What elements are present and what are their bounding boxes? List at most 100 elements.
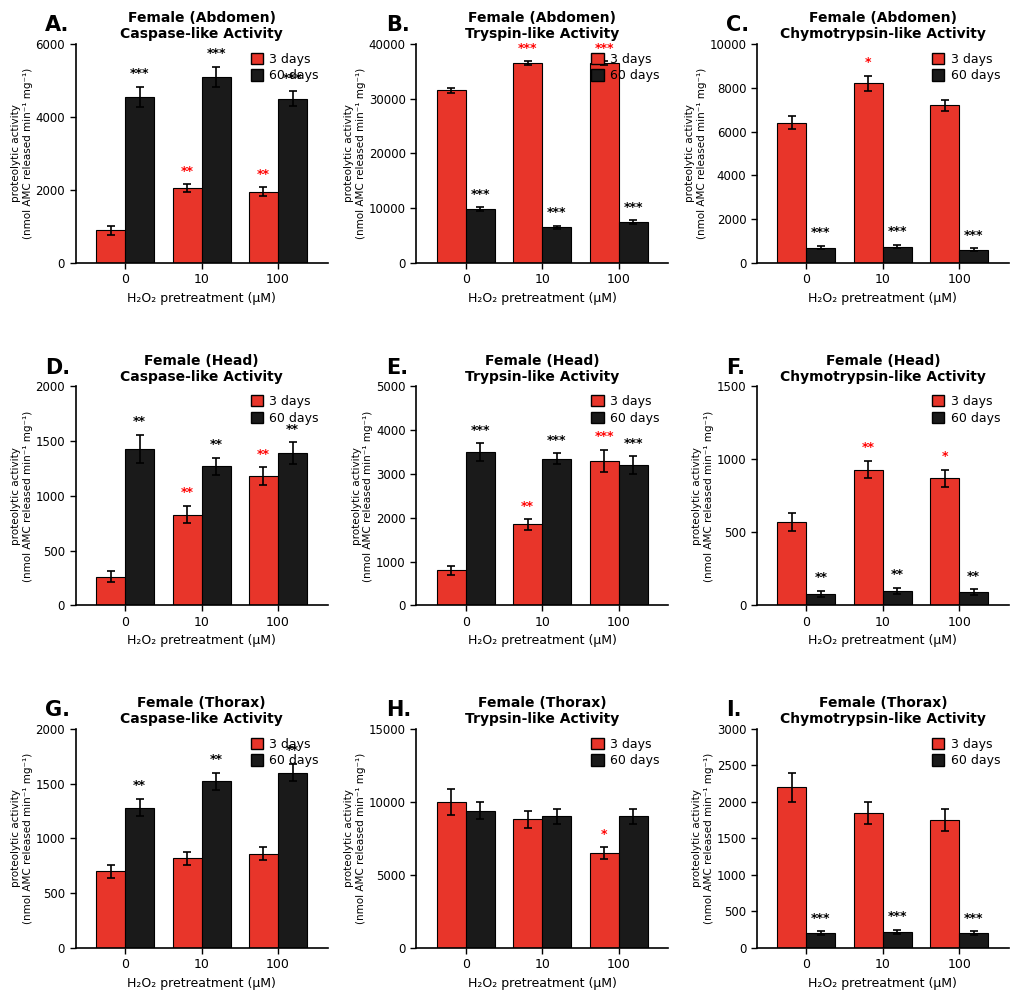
Text: ***: *** <box>963 229 982 241</box>
Bar <box>202 782 230 948</box>
Text: E.: E. <box>385 357 408 377</box>
Bar <box>436 802 466 948</box>
Bar <box>542 458 571 606</box>
Bar <box>776 123 806 263</box>
Bar <box>929 478 958 606</box>
Legend: 3 days, 60 days: 3 days, 60 days <box>248 735 321 770</box>
Bar <box>806 933 835 948</box>
Bar <box>278 773 307 948</box>
Text: ***: *** <box>470 423 489 436</box>
Text: B.: B. <box>385 15 410 35</box>
X-axis label: H₂O₂ pretreatment (μM): H₂O₂ pretreatment (μM) <box>468 635 616 648</box>
Bar <box>172 858 202 948</box>
Text: *: * <box>864 56 870 69</box>
Text: **: ** <box>180 486 194 499</box>
X-axis label: H₂O₂ pretreatment (μM): H₂O₂ pretreatment (μM) <box>808 977 956 990</box>
Bar <box>513 820 542 948</box>
Text: *: * <box>600 828 606 841</box>
Bar <box>125 448 154 606</box>
Text: ***: *** <box>594 42 613 55</box>
Text: D.: D. <box>45 357 70 377</box>
Text: ***: *** <box>887 225 906 238</box>
Text: *: * <box>941 450 947 463</box>
Legend: 3 days, 60 days: 3 days, 60 days <box>928 50 1002 85</box>
Legend: 3 days, 60 days: 3 days, 60 days <box>588 50 661 85</box>
Bar <box>882 246 911 263</box>
Text: **: ** <box>285 422 299 435</box>
Text: ***: *** <box>594 430 613 443</box>
Text: ***: *** <box>518 42 537 55</box>
Text: I.: I. <box>726 701 741 721</box>
Bar <box>882 591 911 606</box>
Bar <box>806 594 835 606</box>
Bar <box>278 99 307 263</box>
Text: C.: C. <box>726 15 749 35</box>
Text: **: ** <box>210 438 222 451</box>
Y-axis label: proteolytic activity
(nmol AMC released min⁻¹ mg⁻¹): proteolytic activity (nmol AMC released … <box>11 410 33 582</box>
Text: H.: H. <box>385 701 411 721</box>
Y-axis label: proteolytic activity
(nmol AMC released min⁻¹ mg⁻¹): proteolytic activity (nmol AMC released … <box>685 68 706 239</box>
Text: **: ** <box>966 570 979 583</box>
Bar <box>96 230 125 263</box>
Bar <box>958 250 987 263</box>
Text: **: ** <box>180 165 194 178</box>
Bar <box>589 63 618 263</box>
Bar <box>466 209 494 263</box>
Text: F.: F. <box>726 357 745 377</box>
Y-axis label: proteolytic activity
(nmol AMC released min⁻¹ mg⁻¹): proteolytic activity (nmol AMC released … <box>11 68 33 239</box>
Bar <box>513 525 542 606</box>
X-axis label: H₂O₂ pretreatment (μM): H₂O₂ pretreatment (μM) <box>808 635 956 648</box>
Text: ***: *** <box>810 912 829 925</box>
X-axis label: H₂O₂ pretreatment (μM): H₂O₂ pretreatment (μM) <box>127 977 276 990</box>
Y-axis label: proteolytic activity
(nmol AMC released min⁻¹ mg⁻¹): proteolytic activity (nmol AMC released … <box>692 410 713 582</box>
Y-axis label: proteolytic activity
(nmol AMC released min⁻¹ mg⁻¹): proteolytic activity (nmol AMC released … <box>11 753 33 924</box>
Text: A.: A. <box>45 15 69 35</box>
Text: ***: *** <box>623 436 642 449</box>
Bar <box>929 105 958 263</box>
Text: ***: *** <box>963 912 982 925</box>
Y-axis label: proteolytic activity
(nmol AMC released min⁻¹ mg⁻¹): proteolytic activity (nmol AMC released … <box>352 410 373 582</box>
Bar <box>618 222 647 263</box>
Y-axis label: proteolytic activity
(nmol AMC released min⁻¹ mg⁻¹): proteolytic activity (nmol AMC released … <box>344 68 366 239</box>
Text: ***: *** <box>623 200 642 213</box>
Bar <box>776 523 806 606</box>
Bar <box>958 593 987 606</box>
Bar <box>958 933 987 948</box>
X-axis label: H₂O₂ pretreatment (μM): H₂O₂ pretreatment (μM) <box>808 292 956 305</box>
Text: ***: *** <box>810 226 829 239</box>
Title: Female (Abdomen)
Caspase-like Activity: Female (Abdomen) Caspase-like Activity <box>120 11 282 41</box>
Text: ***: *** <box>129 67 150 80</box>
Y-axis label: proteolytic activity
(nmol AMC released min⁻¹ mg⁻¹): proteolytic activity (nmol AMC released … <box>692 753 713 924</box>
Bar <box>853 813 882 948</box>
Bar <box>278 453 307 606</box>
Legend: 3 days, 60 days: 3 days, 60 days <box>248 392 321 427</box>
Title: Female (Abdomen)
Tryspin-like Activity: Female (Abdomen) Tryspin-like Activity <box>465 11 619 41</box>
Text: **: ** <box>257 447 270 460</box>
Text: ***: *** <box>887 910 906 923</box>
X-axis label: H₂O₂ pretreatment (μM): H₂O₂ pretreatment (μM) <box>468 977 616 990</box>
Y-axis label: proteolytic activity
(nmol AMC released min⁻¹ mg⁻¹): proteolytic activity (nmol AMC released … <box>344 753 366 924</box>
Bar <box>618 817 647 948</box>
Text: ***: *** <box>282 72 302 85</box>
Legend: 3 days, 60 days: 3 days, 60 days <box>588 735 661 770</box>
Bar <box>513 63 542 263</box>
Bar <box>853 469 882 606</box>
Bar <box>249 476 278 606</box>
Legend: 3 days, 60 days: 3 days, 60 days <box>588 392 661 427</box>
Text: ***: *** <box>546 206 566 219</box>
Text: ***: *** <box>546 433 566 446</box>
Bar <box>882 932 911 948</box>
Bar <box>589 853 618 948</box>
X-axis label: H₂O₂ pretreatment (μM): H₂O₂ pretreatment (μM) <box>127 635 276 648</box>
Title: Female (Abdomen)
Chymotrypsin-like Activity: Female (Abdomen) Chymotrypsin-like Activ… <box>780 11 984 41</box>
Bar <box>466 811 494 948</box>
Bar <box>853 83 882 263</box>
Text: **: ** <box>210 753 222 766</box>
Bar <box>249 192 278 263</box>
Text: **: ** <box>521 499 534 513</box>
Title: Female (Head)
Trypsin-like Activity: Female (Head) Trypsin-like Activity <box>465 353 619 383</box>
Bar <box>125 97 154 263</box>
Bar <box>436 571 466 606</box>
Bar <box>466 452 494 606</box>
Bar <box>172 515 202 606</box>
